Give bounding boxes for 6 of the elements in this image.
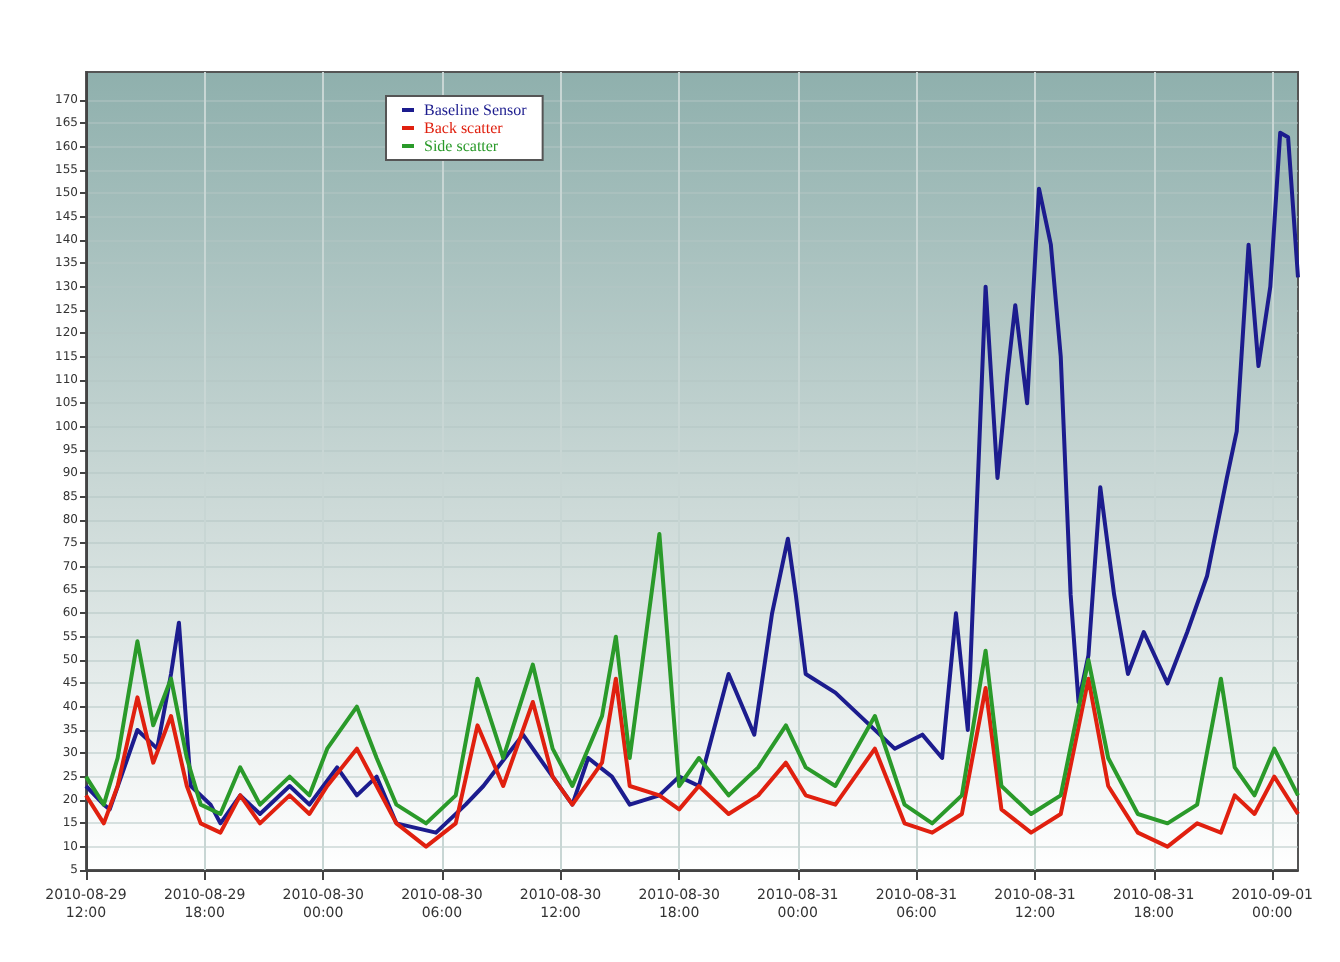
legend-label: Baseline Sensor (424, 101, 528, 119)
line-series (84, 532, 1300, 826)
line-series (84, 676, 1300, 849)
legend-label: Side scatter (424, 137, 499, 155)
legend-label: Back scatter (424, 119, 504, 137)
line-series (84, 130, 1300, 835)
